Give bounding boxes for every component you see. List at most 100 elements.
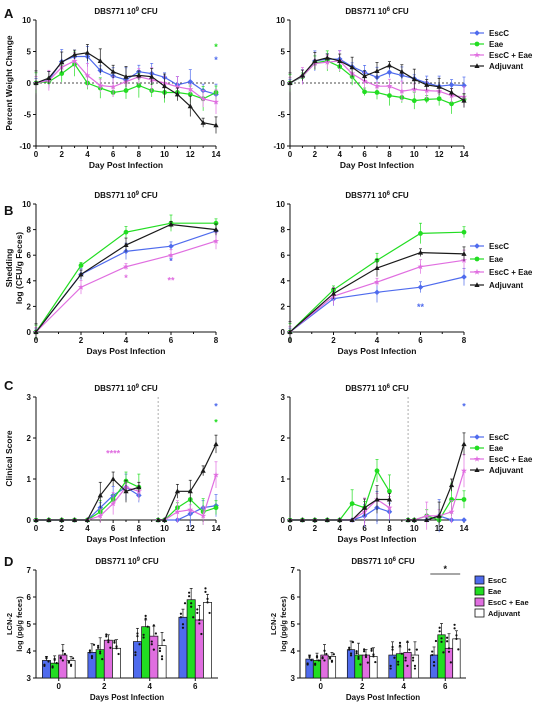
data-dot <box>397 663 400 666</box>
data-dot <box>348 646 351 649</box>
bar <box>178 616 188 679</box>
bar <box>186 599 196 679</box>
data-dot <box>144 617 147 620</box>
data-point <box>78 263 84 268</box>
data-point <box>411 517 417 522</box>
data-point <box>374 90 380 95</box>
data-point <box>423 512 430 519</box>
series-line <box>290 469 390 521</box>
data-dot <box>144 614 147 618</box>
series-line <box>408 443 465 521</box>
x-tick-label: 10 <box>410 524 419 533</box>
data-point <box>71 517 78 522</box>
significance-mark: * <box>214 418 218 428</box>
x-tick-label: 6 <box>418 336 423 345</box>
chart-title-unit: CFU <box>396 557 415 566</box>
legend-label: Adjuvant <box>489 62 524 71</box>
x-axis-label: Day Post Infection <box>89 160 163 170</box>
data-point <box>417 284 424 290</box>
data-dot <box>196 611 199 615</box>
y-tick-label: 3 <box>281 393 286 402</box>
chart-title-main: DBS771 10 <box>345 384 387 393</box>
bar <box>203 602 212 679</box>
x-tick-label: 6 <box>443 682 448 691</box>
data-point <box>161 83 168 89</box>
data-point <box>349 501 355 506</box>
bar <box>50 662 60 679</box>
data-dot <box>415 648 418 651</box>
data-point <box>374 289 380 296</box>
chart-title-main: DBS771 10 <box>345 191 387 200</box>
x-tick-label: 8 <box>137 150 142 159</box>
data-dot <box>400 652 403 655</box>
data-dot <box>404 656 407 659</box>
data-dot <box>363 648 366 651</box>
data-dot <box>438 626 441 629</box>
data-dot <box>200 632 203 636</box>
data-point <box>213 441 219 447</box>
data-point <box>213 226 219 232</box>
data-point <box>97 82 104 89</box>
data-dot <box>113 641 116 644</box>
x-tick-label: 8 <box>387 150 392 159</box>
chart-title: DBS771 106 CFU <box>351 557 415 566</box>
data-point <box>212 237 220 244</box>
y-tick-label: 8 <box>27 226 32 235</box>
data-point <box>59 59 65 65</box>
data-dot <box>406 664 409 667</box>
chart-title-unit: CFU <box>390 384 409 393</box>
y-tick-label: 5 <box>281 48 286 57</box>
data-dot <box>192 616 195 619</box>
data-point <box>386 62 393 68</box>
data-dot <box>146 625 149 628</box>
data-point <box>97 58 103 63</box>
data-point <box>110 500 117 507</box>
data-dot <box>101 658 104 661</box>
data-dot <box>45 656 48 659</box>
data-dot <box>455 637 458 640</box>
data-dot <box>115 647 118 650</box>
data-dot <box>92 643 96 646</box>
data-dot <box>158 649 162 653</box>
series-line <box>158 474 217 521</box>
data-dot <box>97 644 100 647</box>
chart-title: DBS771 109 CFU <box>94 7 158 16</box>
data-point <box>161 517 168 522</box>
data-dot <box>99 650 102 653</box>
data-dot <box>88 649 92 652</box>
data-dot <box>43 663 46 666</box>
data-dot <box>413 664 417 667</box>
data-point <box>386 69 393 76</box>
legend-swatch <box>474 608 485 618</box>
chart-title-main: DBS771 10 <box>94 7 136 16</box>
data-point <box>386 496 393 502</box>
x-tick-label: 0 <box>288 150 293 159</box>
data-point <box>411 76 417 82</box>
data-point <box>213 505 219 511</box>
y-tick-label: 3 <box>291 674 296 683</box>
chart-title-main: DBS771 10 <box>345 7 387 16</box>
data-dot <box>198 618 201 622</box>
chart-title-exponent: 9 <box>136 191 140 197</box>
bar <box>133 641 142 679</box>
series-line <box>36 486 140 521</box>
y-axis-label-2: log (CFU/g Feces) <box>14 232 24 304</box>
legend-swatch <box>474 575 485 585</box>
chart-title-unit: CFU <box>139 384 158 393</box>
data-point <box>374 496 380 502</box>
data-point <box>110 68 116 74</box>
x-tick-label: 6 <box>193 682 198 691</box>
x-tick-label: 8 <box>137 524 142 533</box>
bar <box>103 639 113 679</box>
data-point <box>436 83 442 89</box>
data-dot <box>190 605 193 608</box>
x-tick-label: 0 <box>34 150 39 159</box>
data-point <box>77 284 85 290</box>
legend-marker <box>473 268 481 275</box>
data-dot <box>179 612 183 615</box>
legend-marker <box>474 243 480 249</box>
data-dot <box>69 663 73 666</box>
x-tick-label: 0 <box>288 524 293 533</box>
x-tick-label: 10 <box>160 524 169 533</box>
